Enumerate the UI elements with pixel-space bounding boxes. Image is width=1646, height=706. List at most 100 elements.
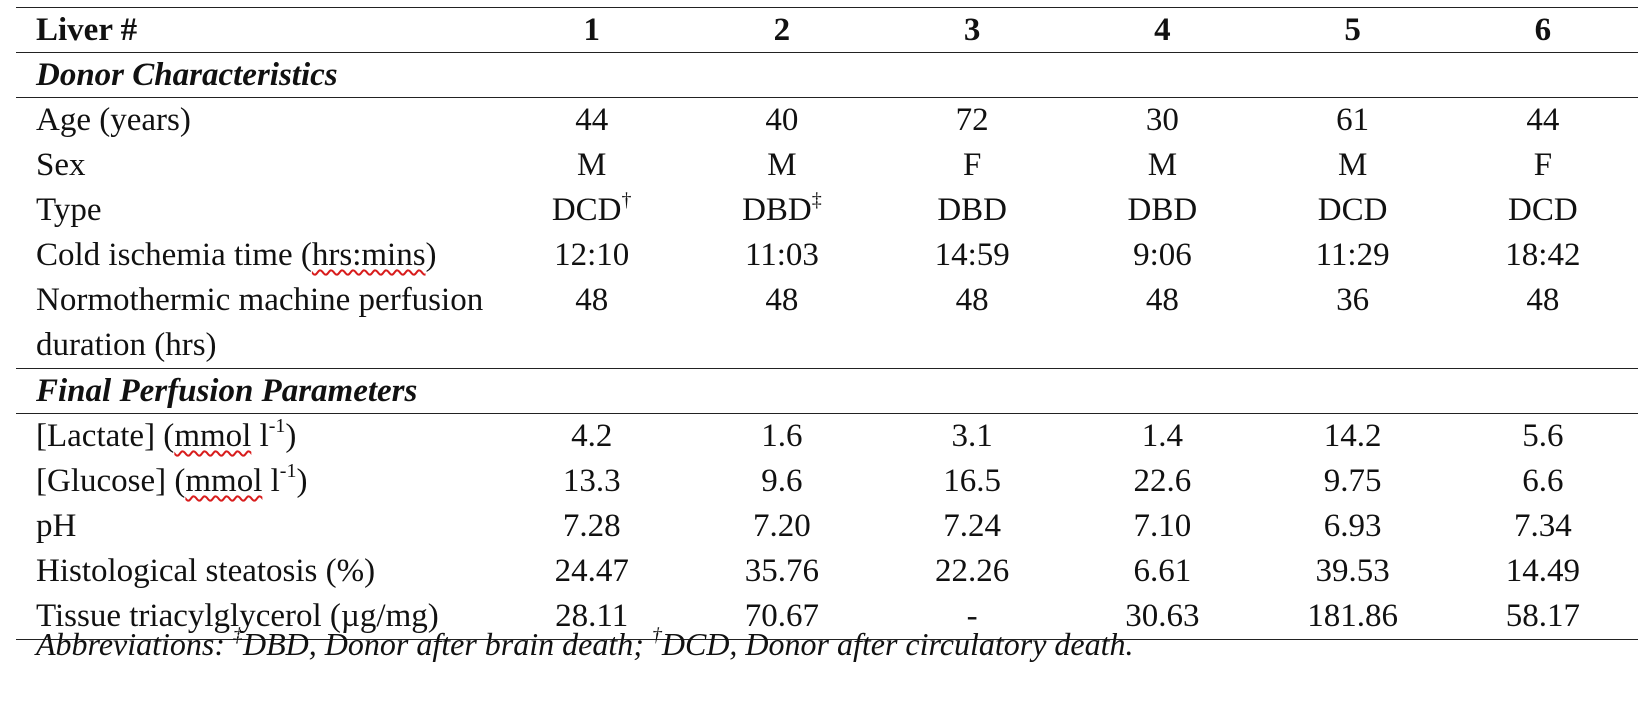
table-cell: DCD: [1317, 192, 1388, 228]
table-row: Cold ischemia time (hrs:mins) 12:10 11:0…: [16, 233, 1638, 278]
footnote-text: DCD, Donor after circulatory death.: [661, 626, 1134, 662]
row-label-steatosis: Histological steatosis (%): [36, 553, 376, 589]
table-row: Type DCD† DBD‡ DBD DBD DCD DCD: [16, 188, 1638, 233]
table-cell: 35.76: [744, 553, 820, 589]
table-cell: 7.28: [562, 508, 621, 544]
table-cell: 48: [955, 282, 989, 318]
table-cell: 70.67: [686, 594, 878, 640]
table-cell: 13.3: [562, 463, 621, 499]
label-text: ): [425, 237, 437, 273]
row-label-ph: pH: [36, 508, 77, 544]
abbreviations-footnote: Abbreviations: ‡DBD, Donor after brain d…: [36, 622, 1134, 666]
table-cell: 9:06: [1133, 237, 1192, 273]
table-row: Normothermic machine perfusion duration …: [16, 278, 1638, 369]
table-cell: 39.53: [1315, 553, 1390, 589]
table-cell: 24.47: [554, 553, 629, 589]
row-label-triacylglycerol: Tissue triacylglycerol (µg/mg): [16, 594, 497, 640]
cell-value: DBD: [742, 192, 812, 228]
label-text: [Lactate] (: [36, 418, 175, 454]
table-cell: 4.2: [571, 418, 613, 454]
header-column-5: 5: [1257, 7, 1448, 53]
label-text: l: [251, 418, 269, 454]
table-cell: M: [1337, 147, 1368, 183]
table-cell: DBD: [937, 192, 1007, 228]
table-row: [Glucose] (mmol l-1) 13.3 9.6 16.5 22.6 …: [16, 459, 1638, 504]
dagger-mark: †: [651, 624, 662, 647]
row-label-glucose: [Glucose] (mmol l-1): [16, 459, 497, 504]
table-cell: 36: [1336, 282, 1370, 318]
dagger-mark: †: [621, 189, 632, 211]
liver-characteristics-table: Liver # 1 2 3 4 5 6 Donor Characteristic…: [16, 7, 1638, 640]
table-cell: 7.34: [1514, 508, 1572, 544]
double-dagger-mark: ‡: [233, 624, 243, 647]
table-cell: M: [767, 147, 797, 183]
section-heading-row: Donor Characteristics: [16, 52, 1638, 98]
table-cell: 1.6: [761, 418, 803, 454]
table-cell: 7.24: [943, 508, 1002, 544]
unit-exponent: -1: [279, 460, 297, 482]
table-cell: 181.86: [1257, 594, 1448, 640]
label-text: ): [285, 418, 297, 454]
spellcheck-flagged-word[interactable]: mmol: [174, 418, 252, 454]
row-label-sex: Sex: [36, 147, 86, 183]
section-title-donor: Donor Characteristics: [16, 52, 1638, 98]
table-cell: DBD‡: [687, 188, 877, 233]
header-column-4: 4: [1067, 7, 1258, 53]
table-cell: 7.20: [753, 508, 811, 544]
table-cell: DBD: [1127, 192, 1198, 228]
cell-value: DCD: [551, 192, 622, 228]
table-row: Sex M M F M M F: [16, 143, 1638, 188]
table-cell: -: [877, 594, 1068, 640]
header-column-6: 6: [1447, 7, 1638, 53]
label-text: l: [262, 463, 280, 499]
table-cell: 22.26: [935, 553, 1010, 589]
table-cell: 44: [1526, 102, 1560, 138]
table-cell: M: [577, 147, 607, 183]
table-cell: 48: [575, 282, 609, 318]
table-cell: 48: [1526, 282, 1560, 318]
table-cell: 48: [765, 282, 799, 318]
table-cell: 3.1: [951, 418, 993, 454]
header-column-3: 3: [877, 7, 1068, 53]
table-row: pH 7.28 7.20 7.24 7.10 6.93 7.34: [16, 504, 1638, 549]
table-row: Histological steatosis (%) 24.47 35.76 2…: [16, 549, 1638, 594]
row-label-lactate: [Lactate] (mmol l-1): [16, 414, 497, 460]
table-cell: 6.6: [1522, 463, 1564, 499]
header-column-1: 1: [496, 7, 687, 53]
table-cell: 72: [955, 102, 989, 138]
row-label-perfusion-duration: Normothermic machine perfusion duration …: [36, 282, 484, 363]
table-row: Age (years) 44 40 72 30 61 44: [16, 98, 1638, 144]
double-dagger-mark: ‡: [811, 189, 822, 211]
table-cell: DCD†: [497, 188, 687, 233]
table-cell: 58.17: [1447, 594, 1638, 640]
row-label-type: Type: [36, 192, 102, 228]
table-cell: 9.75: [1323, 463, 1382, 499]
table-cell: 14:59: [934, 237, 1010, 273]
table-cell: 7.10: [1133, 508, 1192, 544]
table-cell: M: [1147, 147, 1178, 183]
row-label-cold-ischemia: Cold ischemia time (hrs:mins): [16, 233, 497, 278]
table-cell: 6.61: [1133, 553, 1192, 589]
spellcheck-flagged-word[interactable]: mmol: [185, 463, 263, 499]
table-row: [Lactate] (mmol l-1) 4.2 1.6 3.1 1.4 14.…: [16, 414, 1638, 460]
table-cell: 18:42: [1505, 237, 1581, 273]
table-cell: 12:10: [554, 237, 630, 273]
section-heading-row: Final Perfusion Parameters: [16, 368, 1638, 414]
header-label: Liver #: [16, 7, 497, 53]
header-column-2: 2: [686, 7, 878, 53]
table-cell: 11:29: [1315, 237, 1390, 273]
unit-exponent: -1: [268, 415, 286, 437]
spellcheck-flagged-word[interactable]: hrs:mins: [311, 237, 426, 273]
label-text: ): [296, 463, 308, 499]
footnote-prefix: Abbreviations:: [36, 626, 233, 662]
table-cell: 11:03: [744, 237, 819, 273]
table-cell: 1.4: [1141, 418, 1184, 454]
footnote-text: DBD, Donor after brain death;: [243, 626, 652, 662]
table-cell: DCD: [1508, 192, 1578, 228]
table-cell: 61: [1336, 102, 1370, 138]
label-text: [Glucose] (: [36, 463, 186, 499]
table-cell: 40: [765, 102, 799, 138]
table-cell: 5.6: [1522, 418, 1564, 454]
table-cell: 30: [1145, 102, 1179, 138]
